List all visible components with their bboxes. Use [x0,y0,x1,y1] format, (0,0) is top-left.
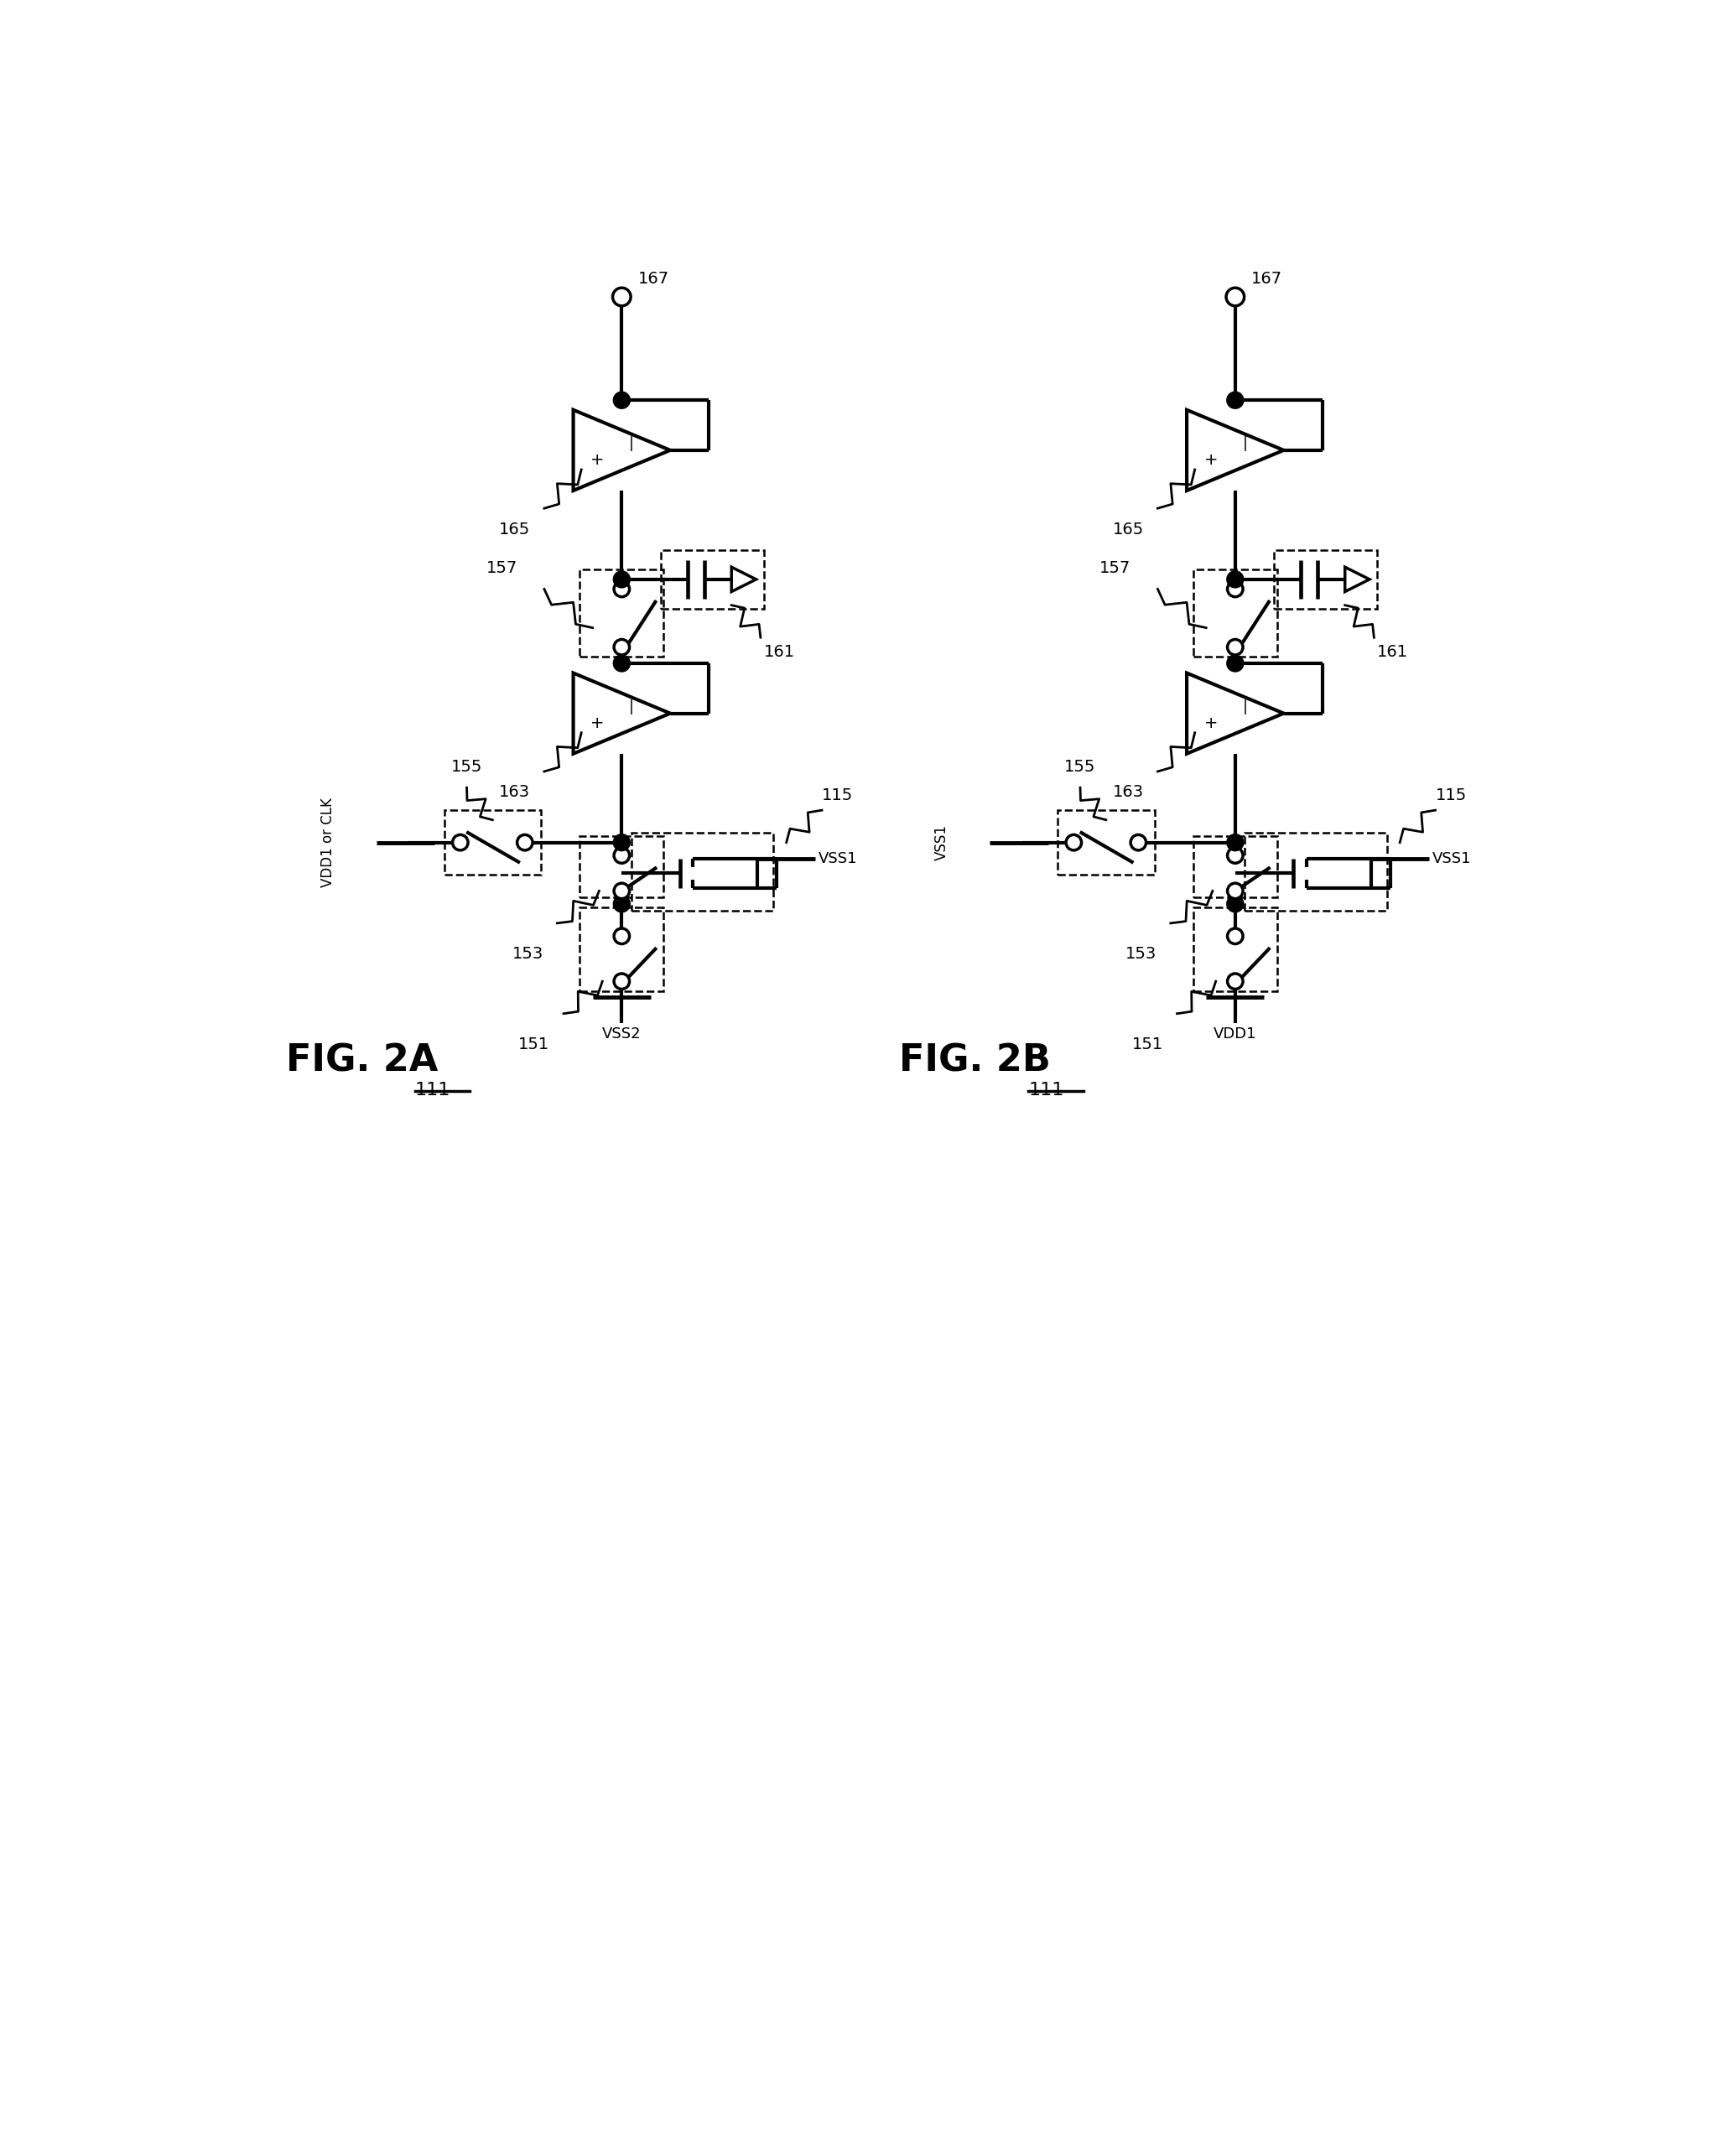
Text: |: | [1243,437,1248,452]
Bar [1193,570,1278,656]
Bar [1193,908,1278,992]
Text: 157: 157 [486,559,517,576]
Bar [580,837,663,897]
Circle shape [615,639,630,654]
Circle shape [1227,581,1243,596]
Text: |: | [628,699,634,714]
Text: |: | [628,437,634,452]
Circle shape [517,835,533,850]
Circle shape [1227,639,1243,654]
Circle shape [615,974,630,989]
Text: 167: 167 [637,271,668,288]
Text: 163: 163 [498,785,529,800]
Text: 111: 111 [415,1082,451,1099]
Circle shape [1227,835,1243,852]
Text: 163: 163 [1113,785,1144,800]
Text: VSS1: VSS1 [1432,852,1470,867]
Text: |: | [1243,699,1248,714]
Circle shape [1227,391,1243,409]
Text: 153: 153 [512,946,543,961]
Text: VDD1 or CLK: VDD1 or CLK [321,798,335,888]
Circle shape [1227,895,1243,912]
Text: 111: 111 [1028,1082,1064,1099]
Text: +: + [590,714,604,731]
Circle shape [613,654,630,671]
Text: VSS1: VSS1 [934,824,950,860]
Text: VDD1: VDD1 [1213,1026,1257,1041]
Circle shape [613,570,630,587]
Text: 155: 155 [451,759,483,774]
Text: 155: 155 [1064,759,1095,774]
Text: +: + [1205,452,1219,469]
Circle shape [1227,884,1243,899]
Text: VSS1: VSS1 [819,852,858,867]
Text: +: + [1205,714,1219,731]
Circle shape [1066,835,1082,850]
Bar [1057,811,1154,875]
Text: VSS2: VSS2 [602,1026,641,1041]
Circle shape [613,391,630,409]
Circle shape [1227,847,1243,863]
Circle shape [1226,288,1245,305]
Text: +: + [590,452,604,469]
Text: 161: 161 [764,643,795,660]
Text: 153: 153 [1125,946,1156,961]
Bar [580,908,663,992]
Circle shape [1227,654,1243,671]
Circle shape [613,895,630,912]
Circle shape [615,847,630,863]
Bar [632,832,774,910]
Bar [580,570,663,656]
Bar [1274,551,1377,609]
Text: 157: 157 [1099,559,1130,576]
Bar [1193,837,1278,897]
Text: 165: 165 [498,521,529,538]
Text: 165: 165 [1113,521,1144,538]
Text: 115: 115 [1436,787,1467,804]
Text: FIG. 2B: FIG. 2B [899,1043,1050,1080]
Circle shape [1130,835,1146,850]
Circle shape [1227,974,1243,989]
Circle shape [613,835,630,852]
Text: 151: 151 [519,1037,550,1052]
Bar [444,811,542,875]
Circle shape [615,929,630,944]
Text: 167: 167 [1252,271,1283,288]
Text: 151: 151 [1132,1037,1163,1052]
Bar [660,551,764,609]
Text: 115: 115 [821,787,852,804]
Circle shape [1227,929,1243,944]
Text: FIG. 2A: FIG. 2A [286,1043,437,1080]
Bar [1245,832,1387,910]
Circle shape [615,884,630,899]
Text: 161: 161 [1377,643,1408,660]
Circle shape [1227,570,1243,587]
Circle shape [613,288,630,305]
Circle shape [453,835,469,850]
Circle shape [615,581,630,596]
